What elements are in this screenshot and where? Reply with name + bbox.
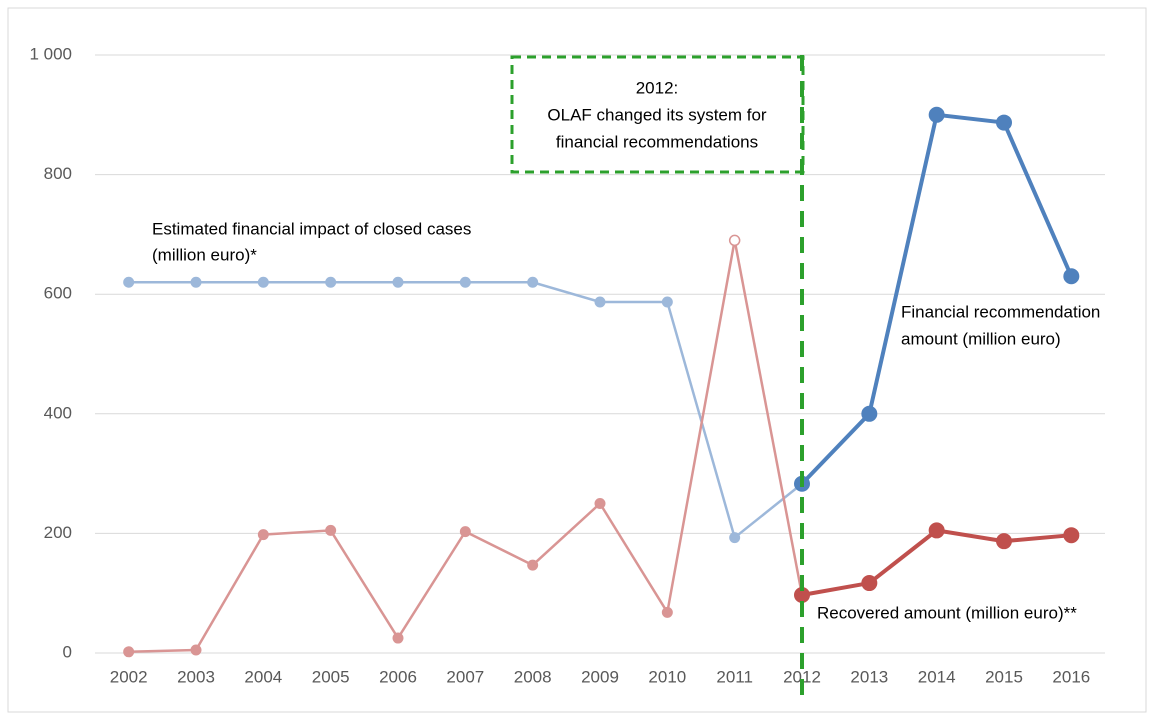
x-tick-label: 2015 xyxy=(985,667,1023,686)
point xyxy=(459,276,471,288)
x-tick-label: 2005 xyxy=(312,667,350,686)
x-tick-label: 2009 xyxy=(581,667,619,686)
point xyxy=(594,296,606,308)
x-tick-label: 2014 xyxy=(918,667,956,686)
x-tick-label: 2004 xyxy=(244,667,282,686)
point xyxy=(996,114,1012,131)
annotation: Estimated financial impact of closed cas… xyxy=(152,219,471,238)
annotation: 2012: xyxy=(636,78,679,97)
connector xyxy=(733,482,803,539)
point xyxy=(527,559,539,571)
point xyxy=(861,575,878,592)
point xyxy=(594,498,606,509)
point xyxy=(928,522,945,539)
point xyxy=(257,276,269,288)
annotation: Financial recommendation xyxy=(901,302,1100,321)
x-tick-label: 2007 xyxy=(446,667,484,686)
point xyxy=(257,529,269,541)
annotation: financial recommendations xyxy=(556,132,758,151)
series-line xyxy=(128,280,736,538)
annotation: Recovered amount (million euro)** xyxy=(817,603,1077,622)
point xyxy=(325,276,337,288)
x-tick-label: 2008 xyxy=(514,667,552,686)
x-tick-label: 2011 xyxy=(716,667,753,686)
y-tick-label: 1 000 xyxy=(29,44,72,63)
point xyxy=(325,524,337,536)
annotation: amount (million euro) xyxy=(901,329,1061,348)
annotation: OLAF changed its system for xyxy=(547,105,767,124)
point xyxy=(123,646,135,658)
y-tick-label: 0 xyxy=(63,642,72,661)
point xyxy=(190,644,202,656)
point xyxy=(459,526,471,538)
point xyxy=(1063,527,1080,544)
x-tick-label: 2010 xyxy=(648,667,686,686)
y-tick-label: 600 xyxy=(44,284,72,303)
point xyxy=(527,276,539,288)
plot xyxy=(123,106,1080,658)
series-line xyxy=(128,240,736,654)
annotation: (million euro)* xyxy=(152,245,257,264)
point xyxy=(928,106,945,123)
point xyxy=(861,405,878,422)
y-tick-label: 200 xyxy=(44,523,72,542)
x-tick-label: 2012 xyxy=(783,667,821,686)
point xyxy=(123,276,135,288)
point xyxy=(190,276,202,288)
point xyxy=(392,632,404,644)
x-tick-label: 2013 xyxy=(850,667,888,686)
point xyxy=(996,533,1012,550)
point xyxy=(729,532,741,544)
x-tick-label: 2006 xyxy=(379,667,417,686)
x-tick-label: 2002 xyxy=(110,667,148,686)
y-tick-label: 800 xyxy=(44,164,72,183)
x-tick-label: 2016 xyxy=(1052,667,1090,686)
point xyxy=(1063,268,1080,285)
x-tick-label: 2003 xyxy=(177,667,215,686)
y-tick-label: 400 xyxy=(44,403,72,422)
connector xyxy=(733,240,804,596)
point xyxy=(392,276,404,288)
point xyxy=(728,234,741,247)
point xyxy=(661,606,673,618)
point xyxy=(661,296,673,308)
